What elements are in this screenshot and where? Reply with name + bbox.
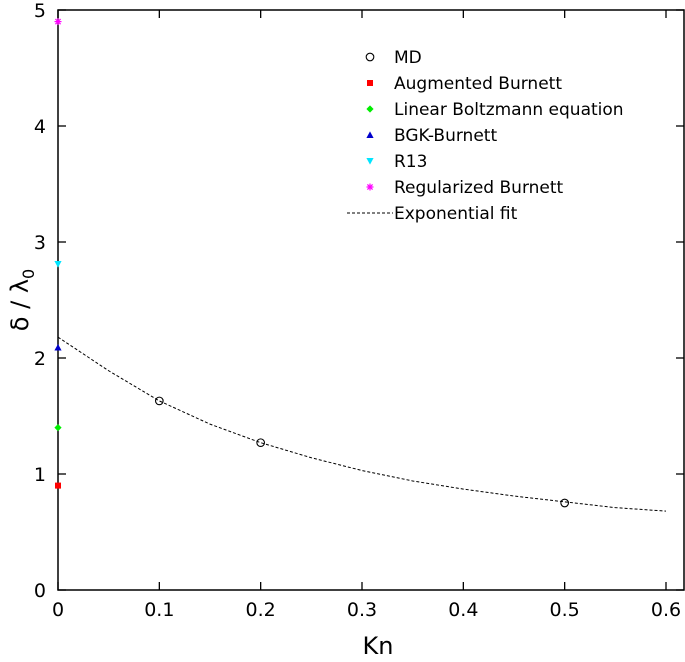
legend-item: MD (365, 48, 422, 68)
data-point-augmented-burnett (55, 482, 61, 489)
tick-group: 0 0.1 0.2 0.3 0.4 0.5 0.6 0 1 2 3 4 5 (34, 0, 684, 621)
fit-layer (57, 336, 667, 512)
legend-item: BGK-Burnett (366, 126, 497, 146)
x-tick-label: 0.6 (651, 599, 681, 621)
plot-frame (57, 9, 685, 591)
x-tick-label: 0.4 (448, 599, 478, 621)
data-point-regularized-burnett (54, 18, 62, 26)
legend-item: Regularized Burnett (366, 178, 564, 198)
x-tick-label: 0.2 (246, 599, 276, 621)
data-point-bgk-burnett (54, 343, 62, 351)
legend-marker-bgk-burnett (366, 131, 374, 138)
legend-label: MD (394, 48, 422, 68)
data-point-md (154, 396, 164, 406)
data-point-md (560, 498, 570, 508)
legend-label: Linear Boltzmann equation (394, 100, 624, 120)
legend-marker-r13 (366, 158, 374, 165)
fit-line-exponential-fit (57, 336, 667, 512)
marker-layer (54, 18, 570, 508)
legend-label: BGK-Burnett (394, 126, 497, 146)
y-tick-label: 0 (34, 580, 46, 602)
y-tick-label: 1 (34, 464, 46, 486)
x-tick-label: 0.3 (347, 599, 377, 621)
y-axis-label-main: δ / λ (6, 279, 34, 331)
legend-marker-regularized-burnett-stroke (366, 183, 374, 191)
data-point-linear-boltzmann-equation (54, 424, 62, 432)
legend-label: Augmented Burnett (394, 74, 562, 94)
legend-label: Exponential fit (394, 204, 518, 224)
legend-item: Augmented Burnett (367, 74, 562, 94)
y-tick-label: 3 (34, 232, 46, 254)
legend-marker-md (365, 52, 375, 62)
legend-item: Exponential fit (347, 204, 518, 224)
legend-marker-augmented-burnett (367, 80, 373, 86)
y-tick-label: 2 (34, 348, 46, 370)
y-axis-label-subscript: 0 (19, 269, 38, 279)
data-point-md (256, 438, 266, 448)
x-axis-label: Kn (363, 632, 394, 660)
data-point-r13 (54, 261, 62, 268)
x-tick-label: 0.1 (144, 599, 174, 621)
legend-label: R13 (394, 152, 427, 172)
legend-marker-linear-boltzmann-equation (366, 105, 374, 113)
legend-label: Regularized Burnett (394, 178, 564, 198)
y-tick-label: 5 (34, 0, 46, 22)
legend: MD Augmented Burnett Linear Boltzmann equa… (347, 48, 624, 224)
y-axis-label: δ / λ0 (6, 269, 38, 331)
legend-item: Linear Boltzmann equation (366, 100, 624, 120)
y-tick-label: 4 (34, 116, 46, 138)
x-tick-label: 0 (52, 599, 64, 621)
data-point-regularized-burnett-stroke (54, 18, 62, 25)
legend-item: R13 (366, 152, 427, 172)
y-axis-label-group: δ / λ0 (6, 269, 38, 331)
x-tick-label: 0.5 (550, 599, 580, 621)
legend-marker-regularized-burnett (366, 183, 374, 191)
